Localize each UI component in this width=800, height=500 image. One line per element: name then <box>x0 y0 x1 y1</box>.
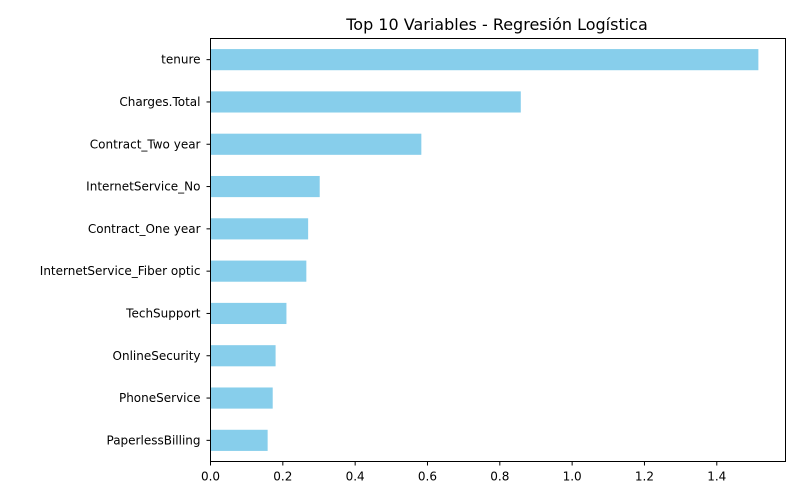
x-tick-label-2: 0.4 <box>346 470 365 484</box>
bar-5 <box>210 260 307 282</box>
y-tick-label-0: tenure <box>161 53 200 67</box>
x-tick-label-5: 1.0 <box>563 470 582 484</box>
x-axis: 0.0 0.2 0.4 0.6 0.8 1.0 1.2 1.4 <box>201 461 726 484</box>
y-tick-label-5: InternetService_Fiber optic <box>40 264 201 278</box>
bar-3 <box>210 175 320 198</box>
bar-7 <box>210 345 276 367</box>
bar-4 <box>210 218 309 240</box>
y-axis: tenure Charges.Total Contract_Two year Inte… <box>40 53 211 447</box>
bar-8 <box>210 387 273 409</box>
y-tick-label-1: Charges.Total <box>119 95 200 109</box>
y-tick-label-3: InternetService_No <box>86 180 200 194</box>
bar-9 <box>210 429 268 451</box>
x-tick-label-7: 1.4 <box>707 470 726 484</box>
plot-frame <box>210 38 786 462</box>
x-tick-label-4: 0.8 <box>490 470 509 484</box>
x-tick-label-3: 0.6 <box>418 470 437 484</box>
bar-6 <box>210 302 287 325</box>
bar-0 <box>210 49 759 71</box>
bar-2 <box>210 133 422 155</box>
x-tick-label-1: 0.2 <box>273 470 292 484</box>
x-tick-label-6: 1.2 <box>635 470 654 484</box>
y-tick-label-9: PaperlessBilling <box>107 433 201 447</box>
y-tick-label-7: OnlineSecurity <box>113 349 201 363</box>
x-tick-label-0: 0.0 <box>201 470 220 484</box>
y-tick-label-4: Contract_One year <box>88 222 201 236</box>
y-tick-label-8: PhoneService <box>119 391 201 405</box>
bar-1 <box>210 91 521 113</box>
chart-title: Top 10 Variables - Regresión Logística <box>345 15 648 34</box>
y-tick-label-6: TechSupport <box>125 306 201 320</box>
bars-group <box>210 49 759 451</box>
y-tick-label-2: Contract_Two year <box>90 137 201 151</box>
